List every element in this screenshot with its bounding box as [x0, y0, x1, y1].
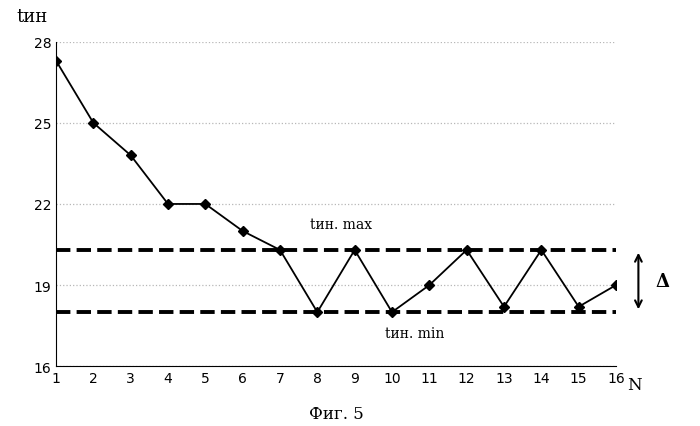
Text: Фиг. 5: Фиг. 5	[309, 405, 363, 422]
Text: N: N	[627, 376, 642, 393]
Text: tин. min: tин. min	[384, 326, 444, 340]
Text: tин. max: tин. max	[310, 218, 372, 231]
Text: Δ: Δ	[655, 272, 669, 291]
Text: tин: tин	[17, 9, 48, 26]
